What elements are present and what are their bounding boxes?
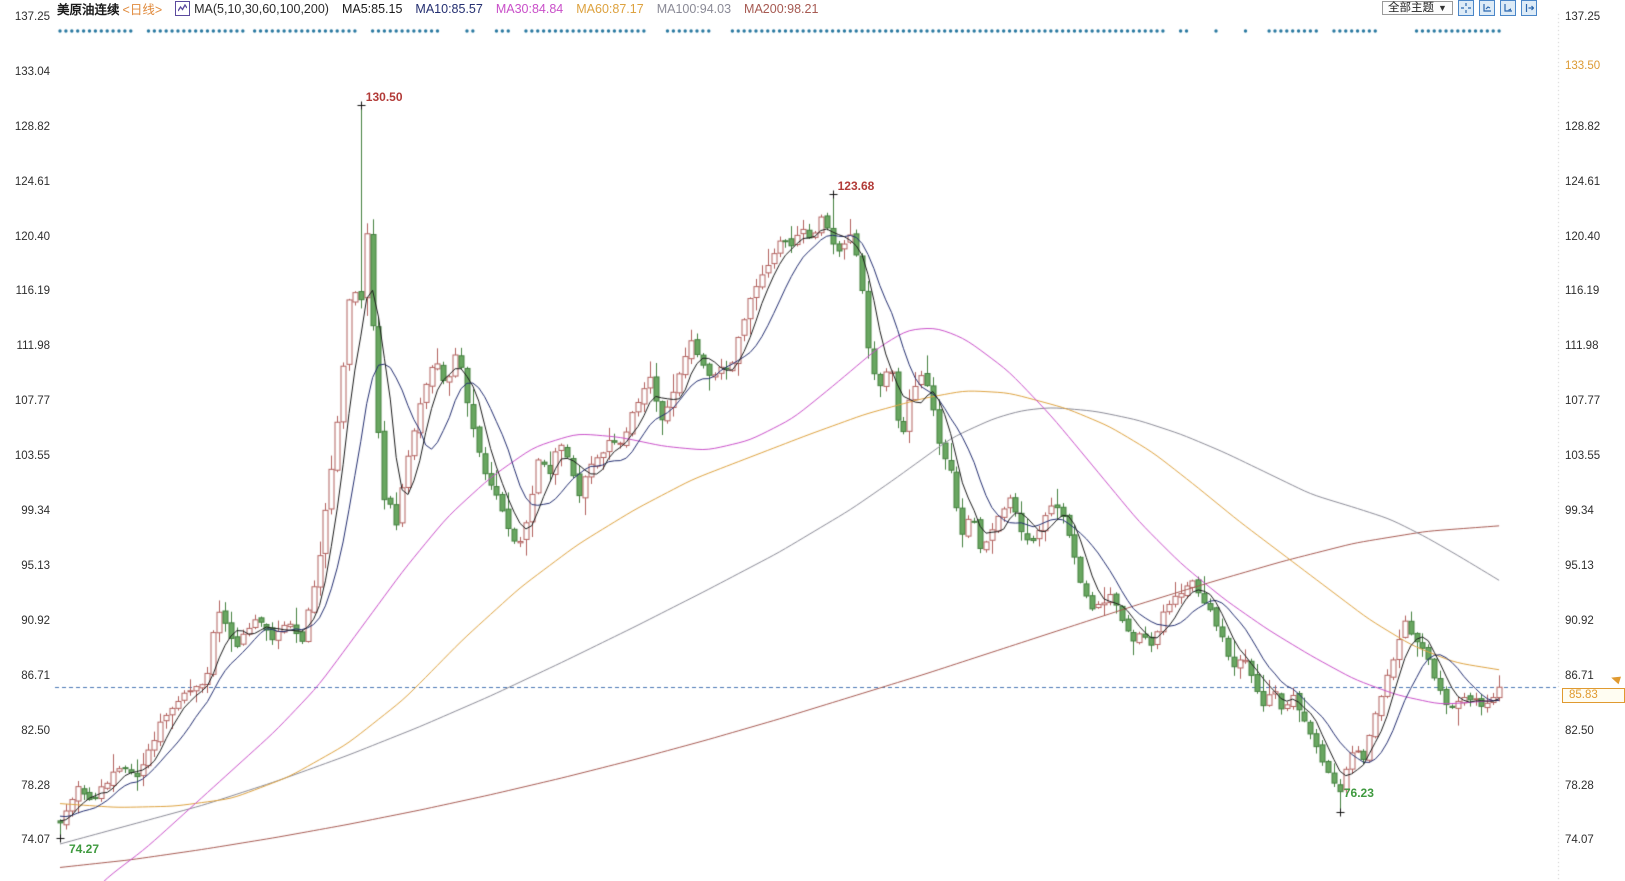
y-axis-label-right: 128.82 xyxy=(1565,120,1601,133)
ma60-value: MA60:87.17 xyxy=(576,1,644,16)
y-axis-label-right: 74.07 xyxy=(1565,834,1594,847)
y-axis-label-right: 82.50 xyxy=(1565,724,1594,737)
y-axis-label-left: 128.82 xyxy=(14,120,50,133)
ma5-value: MA5:85.15 xyxy=(341,1,403,16)
y-axis-label-left: 137.25 xyxy=(14,11,50,23)
indicator-params[interactable]: MA(5,10,30,60,100,200) xyxy=(194,1,329,16)
ma100-value: MA100:94.03 xyxy=(656,1,732,16)
y-axis-label-left: 74.07 xyxy=(21,834,50,847)
all-themes-label: 全部主题 xyxy=(1388,1,1434,14)
y-axis-label-right: 137.25 xyxy=(1565,11,1601,23)
y-axis-label-right: 90.92 xyxy=(1565,614,1594,627)
ma30-value: MA30:84.84 xyxy=(495,1,564,16)
price-annotation-low: 76.23 xyxy=(1343,786,1374,801)
price-annotation-high: 123.68 xyxy=(837,178,875,193)
panel-expand-icon[interactable] xyxy=(1520,0,1537,16)
caret-down-icon: ▼ xyxy=(1438,2,1447,13)
y-axis-label-left: 116.19 xyxy=(15,285,50,298)
period-label[interactable]: <日线> xyxy=(122,3,163,17)
y-axis-label-right: 103.55 xyxy=(1565,450,1601,463)
y-axis-label-left: 120.40 xyxy=(14,230,50,243)
y-axis-label-left: 133.04 xyxy=(14,65,50,78)
y-axis-label-left: 78.28 xyxy=(21,779,50,792)
y-axis-label-right: 99.34 xyxy=(1565,505,1594,518)
y-axis-label-left: 103.55 xyxy=(14,450,50,463)
y-axis-label-left: 82.50 xyxy=(21,724,50,737)
y-axis-label-left: 86.71 xyxy=(21,669,50,682)
y-axis-label-right: 124.61 xyxy=(1565,175,1601,188)
y-axis-label-right: 107.77 xyxy=(1565,395,1601,408)
symbol-name[interactable]: 美原油连续 xyxy=(57,3,120,17)
y-axis-label-left: 90.92 xyxy=(21,614,50,627)
y-axis-label-right: 95.13 xyxy=(1565,559,1594,572)
price-annotation-low: 74.27 xyxy=(69,841,100,856)
axis-chart-icon[interactable] xyxy=(1478,0,1495,16)
chart-header: 美原油连续 <日线> MA(5,10,30,60,100,200) MA5:85… xyxy=(57,1,819,17)
axis-play-icon[interactable] xyxy=(1499,0,1516,16)
indicator-chart-icon[interactable] xyxy=(175,1,191,16)
y-axis-label-left: 107.77 xyxy=(14,395,50,408)
toolbar: 全部主题 ▼ xyxy=(1382,0,1537,16)
y-axis-label-left: 111.98 xyxy=(16,340,50,353)
last-price-tag: 85.83 xyxy=(1562,688,1625,704)
crosshair-icon[interactable] xyxy=(1457,0,1474,16)
y-axis-label-right: 78.28 xyxy=(1565,779,1594,792)
y-axis-label-right: 120.40 xyxy=(1565,230,1601,243)
ma10-value: MA10:85.57 xyxy=(415,1,483,16)
all-themes-button[interactable]: 全部主题 ▼ xyxy=(1382,1,1453,15)
y-axis-label-right: 86.71 xyxy=(1565,669,1594,682)
ma200-value: MA200:98.21 xyxy=(744,1,819,16)
y-axis-label-right: 116.19 xyxy=(1565,285,1600,298)
y-axis-label-right: 111.98 xyxy=(1565,340,1599,353)
y-axis-label-left: 124.61 xyxy=(14,175,50,188)
y-axis-label-left: 99.34 xyxy=(21,505,50,518)
y-axis-label-left: 95.13 xyxy=(21,559,50,572)
price-annotation-high: 130.50 xyxy=(365,89,403,104)
y-axis-label-right: 133.50 xyxy=(1565,59,1601,72)
